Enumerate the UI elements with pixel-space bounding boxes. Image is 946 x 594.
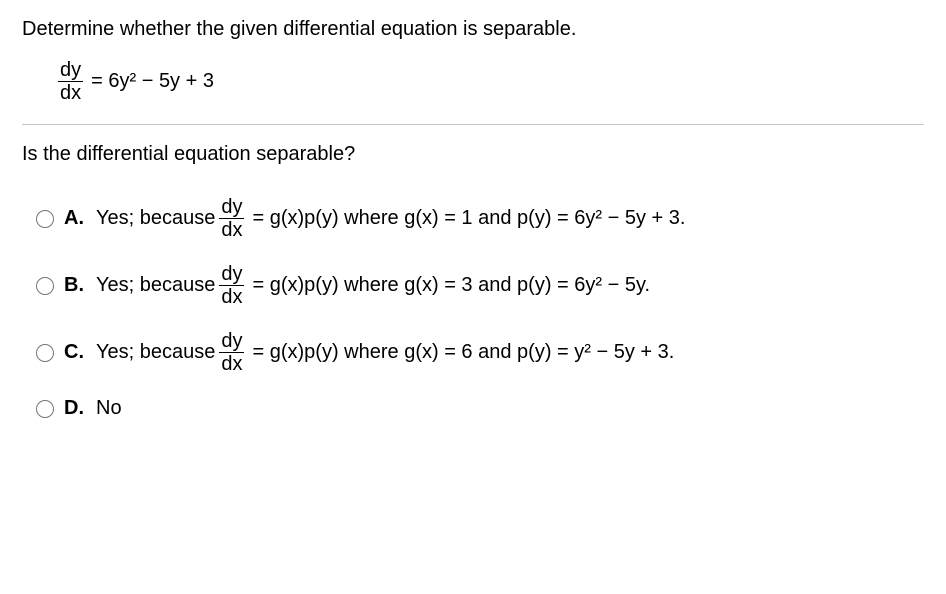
options-group: A. Yes; because dy dx = g(x)p(y) where g… <box>36 196 924 420</box>
equation-denominator: dx <box>58 82 83 104</box>
radio-d[interactable] <box>36 400 54 418</box>
option-c[interactable]: C. Yes; because dy dx = g(x)p(y) where g… <box>36 330 924 375</box>
option-text: No <box>96 397 122 420</box>
section-divider <box>22 124 924 125</box>
option-text: Yes; because dy dx = g(x)p(y) where g(x)… <box>96 263 650 308</box>
option-letter: B. <box>64 274 86 297</box>
given-equation: dy dx = 6y² − 5y + 3 <box>58 59 924 104</box>
option-a[interactable]: A. Yes; because dy dx = g(x)p(y) where g… <box>36 196 924 241</box>
option-d[interactable]: D. No <box>36 397 924 420</box>
radio-b[interactable] <box>36 277 54 295</box>
option-letter: A. <box>64 207 86 230</box>
option-b[interactable]: B. Yes; because dy dx = g(x)p(y) where g… <box>36 263 924 308</box>
equation-numerator: dy <box>58 59 83 82</box>
radio-a[interactable] <box>36 210 54 228</box>
option-letter: D. <box>64 397 86 420</box>
radio-c[interactable] <box>36 344 54 362</box>
equation-rhs: = 6y² − 5y + 3 <box>91 70 214 93</box>
sub-question-prompt: Is the differential equation separable? <box>22 143 924 166</box>
question-prompt: Determine whether the given differential… <box>22 18 924 41</box>
option-text: Yes; because dy dx = g(x)p(y) where g(x)… <box>96 196 685 241</box>
option-text: Yes; because dy dx = g(x)p(y) where g(x)… <box>96 330 674 375</box>
option-letter: C. <box>64 341 86 364</box>
